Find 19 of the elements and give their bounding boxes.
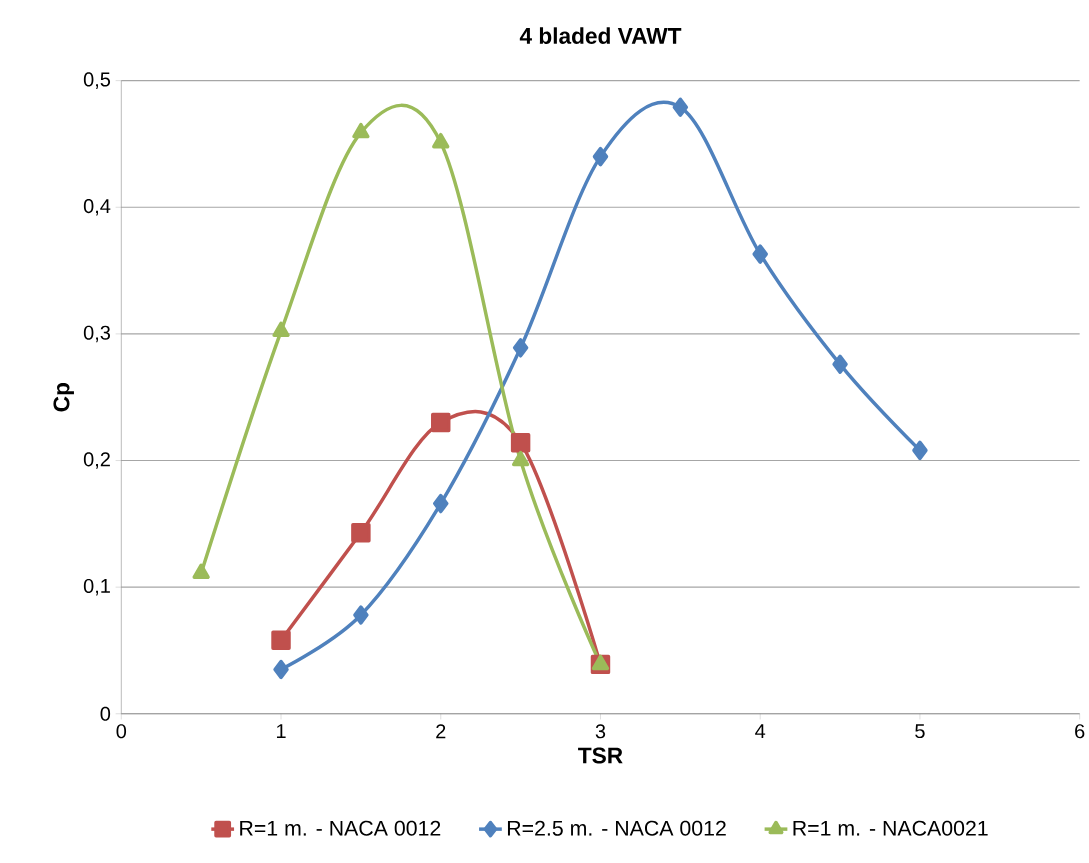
- y-axis-title: Cp: [53, 383, 74, 412]
- legend-label: R=1 m. - NACA 0012: [240, 820, 441, 836]
- x-tick-label: 4: [755, 724, 766, 738]
- y-tick-label: 0,2: [83, 452, 110, 469]
- y-tick-label: 0,4: [83, 198, 111, 216]
- x-tick-label: 1: [276, 724, 286, 738]
- y-tick-label: 0: [100, 706, 111, 721]
- x-tick-label: 0: [116, 724, 127, 739]
- legend-label: R=1 m. - NACA0021: [793, 820, 988, 836]
- x-tick-label: 2: [436, 724, 446, 739]
- x-axis-title: TSR: [578, 747, 623, 764]
- x-tick-label: 6: [1075, 724, 1085, 739]
- x-tick-label: 5: [915, 724, 925, 739]
- y-tick-label: 0,3: [83, 325, 111, 343]
- x-tick-label: 3: [595, 724, 606, 739]
- y-tick-label: 0,5: [83, 72, 111, 89]
- chart-title: 4 bladed VAWT: [519, 27, 682, 44]
- legend-label: R=2.5 m. - NACA 0012: [507, 820, 726, 836]
- y-tick-label: 0,1: [83, 578, 110, 596]
